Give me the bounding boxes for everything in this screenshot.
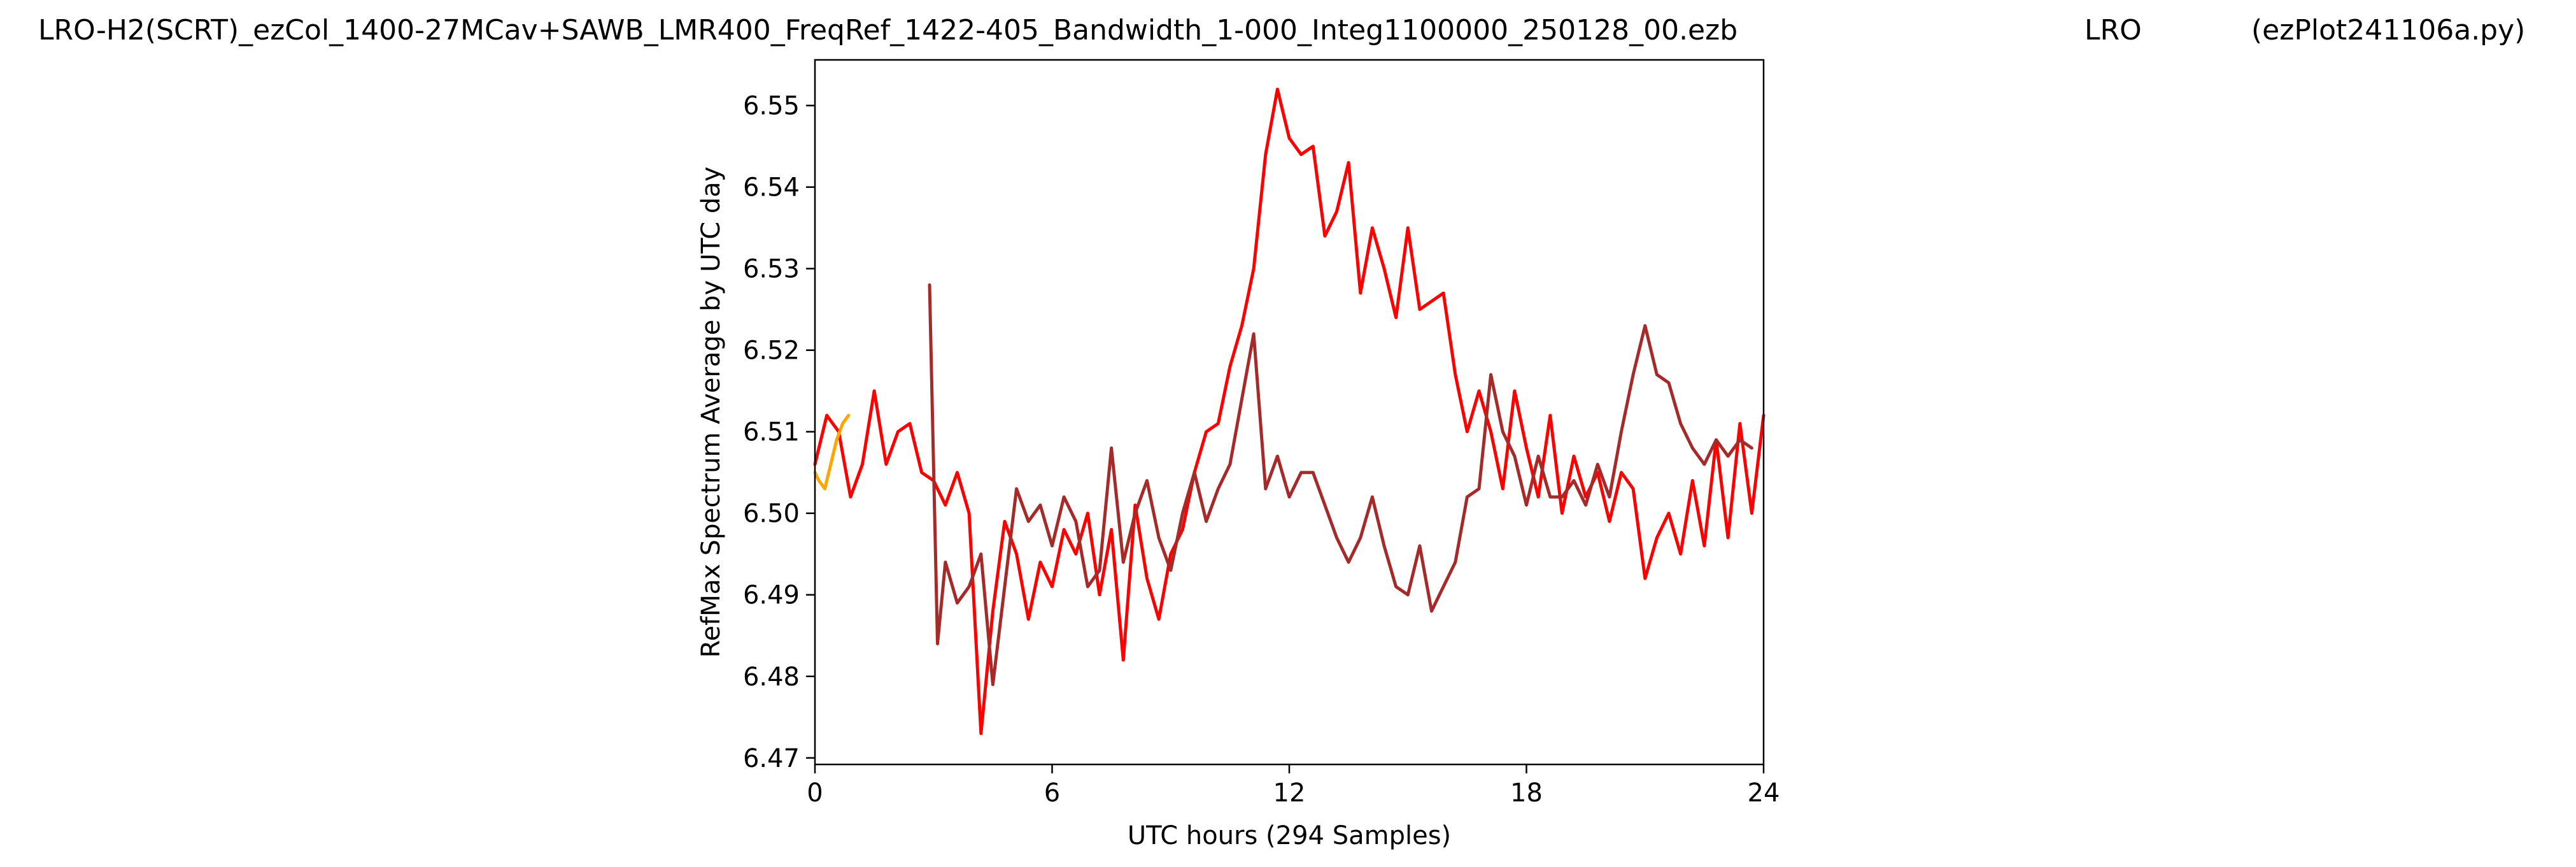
y-axis: 6.47 6.48 6.49 6.50 6.51 6.52 6.53 6.54 6.55 bbox=[743, 92, 815, 773]
x-tick-label: 0 bbox=[807, 778, 823, 808]
y-tick-label: 6.52 bbox=[743, 336, 800, 366]
y-tick-label: 6.50 bbox=[743, 499, 800, 529]
y-tick-label: 6.51 bbox=[743, 418, 800, 447]
header-filename: LRO-H2(SCRT)_ezCol_1400-27MCav+SAWB_LMR4… bbox=[38, 14, 1737, 47]
series-line-1 bbox=[928, 283, 1753, 687]
series-line-0 bbox=[813, 87, 1766, 735]
header-script: (ezPlot241106a.py) bbox=[2251, 14, 2525, 47]
y-tick-label: 6.55 bbox=[743, 92, 800, 121]
x-tick-label: 6 bbox=[1044, 778, 1060, 808]
y-tick-label: 6.48 bbox=[743, 663, 800, 692]
y-tick-label: 6.49 bbox=[743, 581, 800, 610]
y-axis-label: RefMax Spectrum Average by UTC day bbox=[697, 167, 726, 658]
y-tick-label: 6.47 bbox=[743, 744, 800, 773]
series-layer bbox=[813, 87, 1766, 735]
x-axis: 0 6 12 18 24 bbox=[807, 764, 1780, 808]
y-tick-label: 6.54 bbox=[743, 173, 800, 203]
plot-background bbox=[815, 60, 1764, 764]
plot-area: 0 6 12 18 24 6.47 6.48 6.49 6.50 6.51 6.52 6.53 6.5… bbox=[743, 59, 1780, 808]
x-tick-label: 18 bbox=[1510, 778, 1543, 808]
series-line-2 bbox=[813, 413, 851, 491]
x-tick-label: 24 bbox=[1748, 778, 1780, 808]
x-tick-label: 12 bbox=[1273, 778, 1306, 808]
header-site: LRO bbox=[2084, 14, 2142, 47]
y-tick-label: 6.53 bbox=[743, 255, 800, 284]
x-axis-label: UTC hours (294 Samples) bbox=[1128, 821, 1451, 850]
